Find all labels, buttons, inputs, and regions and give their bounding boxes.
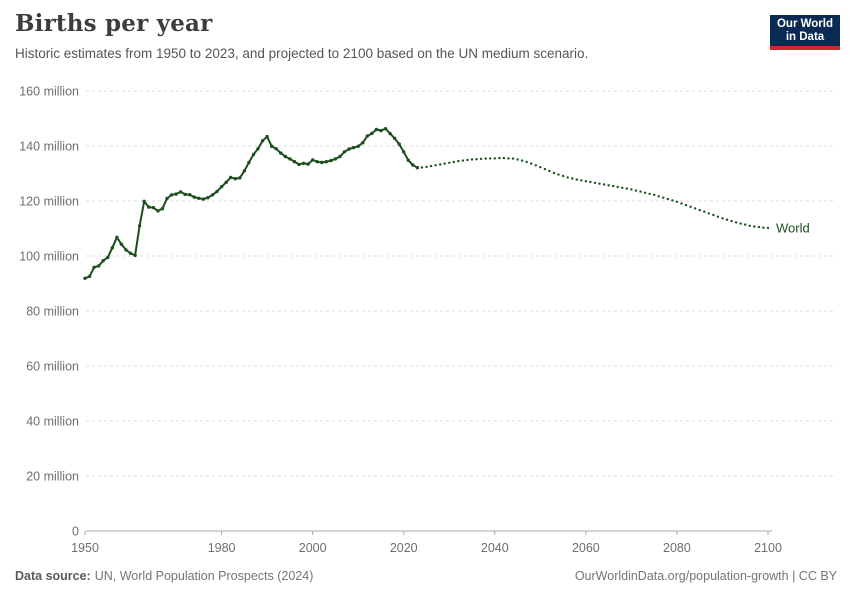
x-axis-tick-label: 2080 — [663, 541, 691, 555]
y-axis-tick-label: 120 million — [19, 195, 79, 209]
y-axis-tick-label: 80 million — [26, 305, 79, 319]
entity-label[interactable]: World — [776, 220, 810, 235]
x-axis-tick-label: 1950 — [71, 541, 99, 555]
x-axis-tick-label: 1980 — [208, 541, 236, 555]
projection-line[interactable] — [420, 156, 770, 230]
logo-text-line2: in Data — [785, 30, 825, 43]
x-axis-tick-label: 2040 — [481, 541, 509, 555]
x-axis-tick-label: 2100 — [754, 541, 782, 555]
y-axis-tick-label: 0 — [72, 525, 79, 539]
y-axis-tick-label: 160 million — [19, 85, 79, 99]
chart-footer: Data source: UN, World Population Prospec… — [15, 569, 837, 583]
y-axis-tick-label: 20 million — [26, 470, 79, 484]
page-title: Births per year — [15, 10, 213, 37]
data-source: Data source: UN, World Population Prospec… — [15, 569, 313, 583]
x-axis-tick-label: 2000 — [299, 541, 327, 555]
footer-link[interactable]: OurWorldinData.org/population-growth | C… — [574, 569, 837, 583]
y-axis-tick-label: 100 million — [19, 250, 79, 264]
owid-logo[interactable]: Our World in Data — [770, 15, 840, 50]
y-axis-tick-label: 60 million — [26, 360, 79, 374]
data-source-text: UN, World Population Prospects (2024) — [94, 569, 314, 583]
x-axis: 1950 1980 2000 2020 2040 2060 2080 2100 — [71, 531, 782, 555]
chart-subtitle: Historic estimates from 1950 to 2023, an… — [15, 46, 589, 61]
historic-line[interactable] — [83, 127, 420, 280]
logo-red-stripe — [770, 46, 840, 50]
x-axis-tick-label: 2020 — [390, 541, 418, 555]
y-axis-tick-label: 140 million — [19, 140, 79, 154]
data-source-label: Data source: — [15, 569, 91, 583]
x-axis-tick-label: 2060 — [572, 541, 600, 555]
y-axis-tick-label: 40 million — [26, 415, 79, 429]
gridlines: 160 million 140 million 120 million 100 mil… — [19, 85, 835, 539]
logo-text-line1: Our World — [776, 17, 833, 30]
